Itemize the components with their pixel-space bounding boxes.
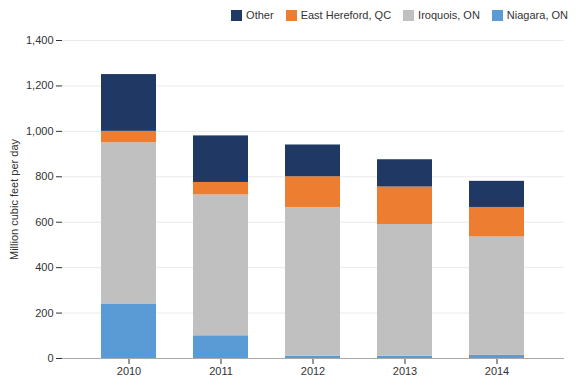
html-text:East Hereford, QC: East Hereford, QC bbox=[300, 9, 392, 21]
html-text:Other: Other bbox=[246, 9, 274, 21]
svg-text:Million cubic feet per day: Million cubic feet per day bbox=[8, 138, 20, 260]
svg-text:1,000: 1,000 bbox=[26, 125, 54, 137]
html-text:Iroquois, ON: Iroquois, ON bbox=[418, 9, 480, 21]
svg-text:600: 600 bbox=[35, 216, 53, 228]
svg-text:200: 200 bbox=[35, 307, 53, 319]
svg-text:1,400: 1,400 bbox=[26, 34, 54, 46]
svg-text:2012: 2012 bbox=[301, 365, 325, 377]
svg-text:2010: 2010 bbox=[117, 365, 141, 377]
svg-text:2013: 2013 bbox=[393, 365, 417, 377]
svg-text:800: 800 bbox=[35, 170, 53, 182]
svg-text:2011: 2011 bbox=[209, 365, 233, 377]
svg-text:400: 400 bbox=[35, 261, 53, 273]
svg-text:0: 0 bbox=[47, 352, 53, 364]
html-text:Niagara, ON: Niagara, ON bbox=[506, 9, 568, 21]
svg-text:1,200: 1,200 bbox=[26, 79, 54, 91]
svg-text:2014: 2014 bbox=[485, 365, 509, 377]
